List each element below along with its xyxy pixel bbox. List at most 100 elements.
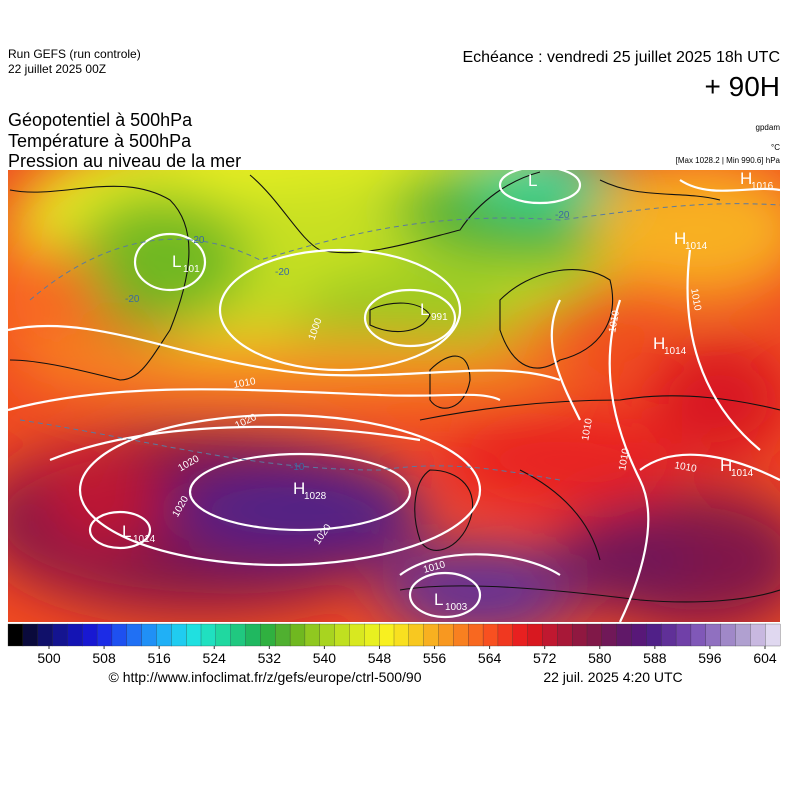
colorbar-cell <box>482 623 499 647</box>
colorbar-cell <box>557 623 573 647</box>
coastlines <box>9 171 780 603</box>
colorbar-cell <box>200 623 217 647</box>
colorbar-cell <box>171 623 187 647</box>
colorbar-cell <box>319 623 336 647</box>
source: © http://www.infoclimat.fr/z/gefs/europe… <box>108 669 421 685</box>
run-date: 22 juillet 2025 00Z <box>8 62 106 76</box>
colorbar-cell <box>379 623 395 647</box>
colorbar-cell <box>126 623 143 647</box>
colorbar-cell <box>542 623 558 647</box>
colorbar-cell <box>393 623 410 647</box>
colorbar-cell <box>245 623 261 647</box>
colorbar-cell <box>497 623 514 647</box>
center-value: 1014 <box>664 346 687 357</box>
colorbar-cell <box>408 623 425 647</box>
isotherms <box>19 203 780 481</box>
center-value: 1014 <box>685 241 708 252</box>
isobar-label: 1010 <box>688 288 703 312</box>
center-value: 1003 <box>445 602 468 613</box>
center-letter: L <box>172 252 181 271</box>
valid-time: Echéance : vendredi 25 juillet 2025 18h … <box>462 49 780 66</box>
colorbar-cell <box>230 623 246 647</box>
unit-label: °C <box>771 143 780 152</box>
colorbar-cell <box>765 623 781 647</box>
colorbar-cell <box>512 623 529 647</box>
colorbar-cell <box>156 623 172 647</box>
colorbar-tick-label: 572 <box>533 650 557 666</box>
colorbar-tick-label: 556 <box>423 650 447 666</box>
center-value: 101 <box>183 264 200 275</box>
field-title: Température à 500hPa <box>8 131 192 151</box>
colorbar-tick-label: 548 <box>368 650 392 666</box>
isobar-label: 1010 <box>617 447 632 471</box>
center-letter: H <box>740 169 752 188</box>
center-letter: L <box>434 590 443 609</box>
colorbar-tick-label: 524 <box>203 650 227 666</box>
colorbar-cell <box>96 623 113 647</box>
colorbar-cell <box>468 623 484 647</box>
isotherm-label: -20 <box>555 210 570 221</box>
center-letter: H <box>720 456 732 475</box>
colorbar-cell <box>438 623 454 647</box>
colorbar-cell <box>304 623 321 647</box>
colorbar-cell <box>260 623 276 647</box>
colorbar-tick-label: 588 <box>643 650 667 666</box>
run-label: Run GEFS (run controle) <box>8 47 141 61</box>
isobar-label: 1010 <box>233 376 257 391</box>
isobar-label: 1010 <box>580 417 595 441</box>
colorbar-cell <box>675 623 692 647</box>
generated-time: 22 juil. 2025 4:20 UTC <box>543 669 682 685</box>
colorbar-cell <box>720 623 736 647</box>
colorbar-cell <box>141 623 157 647</box>
center-letter: L <box>122 522 131 541</box>
colorbar-cell <box>601 623 618 647</box>
isobars <box>8 170 780 622</box>
center-value: 1014 <box>133 534 156 545</box>
colorbar: 500 508 516 524 532 540 548 556 564 572 580 588 596 6… <box>7 623 781 666</box>
colorbar-cell <box>22 623 39 647</box>
colorbar-cell <box>616 623 632 647</box>
field-title: Géopotentiel à 500hPa <box>8 110 193 130</box>
colorbar-cell <box>52 623 68 647</box>
colorbar-cell <box>111 623 128 647</box>
colorbar-cell <box>705 623 722 647</box>
colorbar-cell <box>646 623 662 647</box>
colorbar-tick-label: 500 <box>37 650 61 666</box>
isotherm-label: -20 <box>125 294 140 305</box>
colorbar-cell <box>7 623 24 647</box>
colorbar-cell <box>349 623 365 647</box>
center-value: 1014 <box>731 468 754 479</box>
colorbar-cell <box>572 623 588 647</box>
colorbar-cell <box>67 623 83 647</box>
unit-label: gpdam <box>756 123 781 132</box>
center-value: 991 <box>431 312 448 323</box>
colorbar-cell <box>735 623 751 647</box>
colorbar-cell <box>275 623 291 647</box>
colorbar-tick-label: 564 <box>478 650 502 666</box>
colorbar-tick-label: 580 <box>588 650 612 666</box>
center-letter: H <box>674 229 686 248</box>
colorbar-cell <box>334 623 350 647</box>
colorbar-cell <box>631 623 647 647</box>
colorbar-cell <box>82 623 98 647</box>
field-title: Pression au niveau de la mer <box>8 151 241 171</box>
center-letter: H <box>293 479 305 498</box>
range-label: [Max 1028.2 | Min 990.6] hPa <box>676 156 781 165</box>
colorbar-tick-label: 604 <box>753 650 777 666</box>
isotherm-label: -20 <box>190 235 205 246</box>
colorbar-cell <box>453 623 469 647</box>
colorbar-cell <box>690 623 707 647</box>
isotherm-label: -20 <box>275 267 290 278</box>
colorbar-cell <box>423 623 439 647</box>
colorbar-tick-label: 532 <box>258 650 282 666</box>
colorbar-cell <box>37 623 53 647</box>
colorbar-cell <box>586 623 603 647</box>
colorbar-tick-label: 516 <box>147 650 171 666</box>
colorbar-cell <box>527 623 543 647</box>
center-value: 1028 <box>304 491 327 502</box>
colorbar-cell <box>661 623 677 647</box>
isotherm-label: -10 <box>290 462 305 473</box>
lead-time: + 90H <box>705 71 781 102</box>
colorbar-cell <box>186 623 202 647</box>
